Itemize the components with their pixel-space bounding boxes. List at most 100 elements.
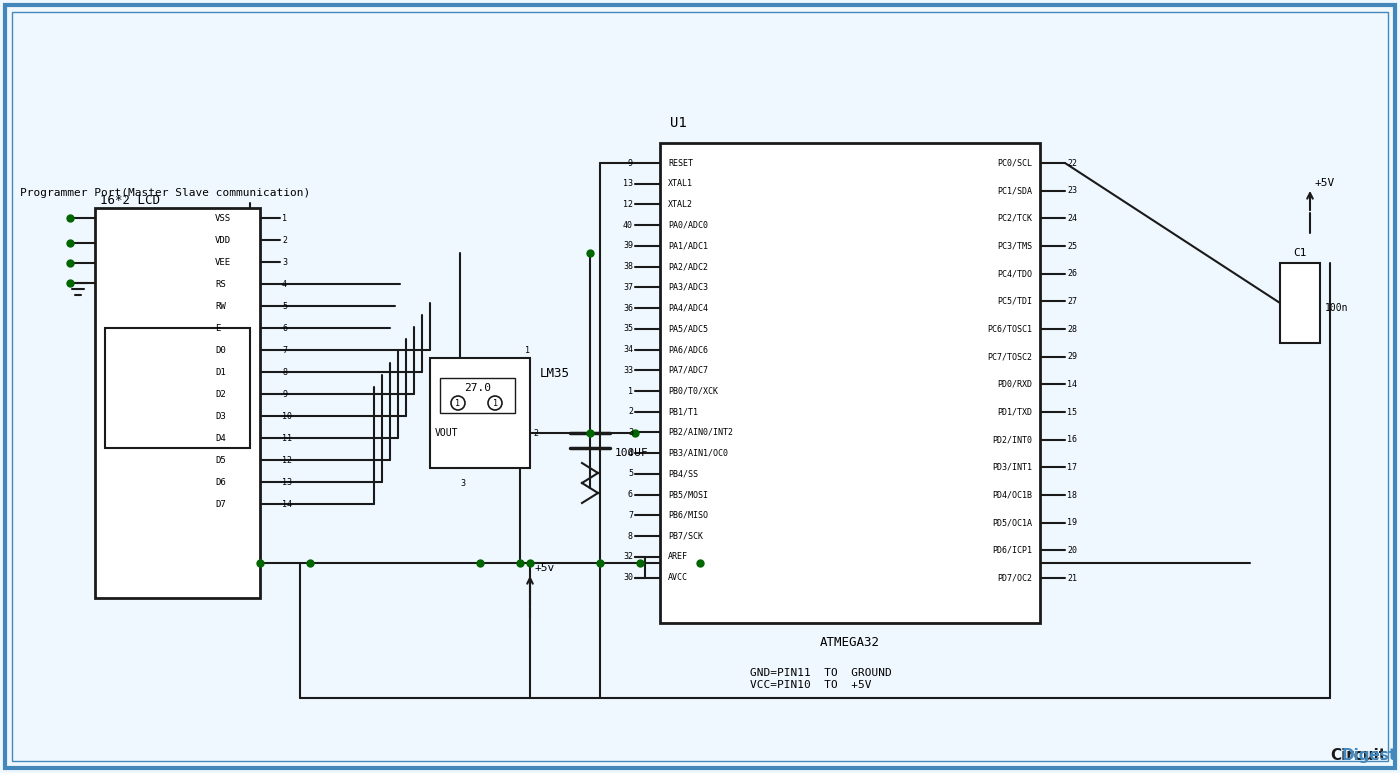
Text: PA0/ADC0: PA0/ADC0	[668, 220, 708, 230]
Text: 27.0: 27.0	[463, 383, 491, 393]
Text: 37: 37	[623, 283, 633, 292]
Text: 18: 18	[1067, 491, 1077, 499]
Text: 33: 33	[623, 366, 633, 375]
Text: 29: 29	[1067, 352, 1077, 361]
Text: 16: 16	[1067, 435, 1077, 444]
Text: D2: D2	[216, 390, 225, 399]
Text: VEE: VEE	[216, 257, 231, 267]
Text: PC6/TOSC1: PC6/TOSC1	[987, 325, 1032, 333]
Text: PB4/SS: PB4/SS	[668, 469, 699, 478]
Text: 100n: 100n	[1324, 303, 1348, 313]
Text: Digest: Digest	[1341, 748, 1397, 763]
Text: D3: D3	[216, 411, 225, 421]
Text: 6: 6	[281, 323, 287, 332]
Text: 1: 1	[493, 399, 497, 407]
Text: +5V: +5V	[1315, 178, 1336, 188]
Text: PC2/TCK: PC2/TCK	[997, 214, 1032, 223]
Text: XTAL2: XTAL2	[668, 200, 693, 209]
Bar	[430, 358, 531, 468]
Text: GND=PIN11  TO  GROUND
VCC=PIN10  TO  +5V: GND=PIN11 TO GROUND VCC=PIN10 TO +5V	[750, 668, 892, 690]
Text: 1: 1	[281, 213, 287, 223]
Text: 4: 4	[629, 448, 633, 458]
Text: 19: 19	[1067, 518, 1077, 527]
Text: PD7/OC2: PD7/OC2	[997, 574, 1032, 583]
Text: 27: 27	[1067, 297, 1077, 306]
Text: PD0/RXD: PD0/RXD	[997, 380, 1032, 389]
Text: PD3/INT1: PD3/INT1	[993, 463, 1032, 472]
Text: PA2/ADC2: PA2/ADC2	[668, 262, 708, 271]
Text: 32: 32	[623, 553, 633, 561]
Text: 10: 10	[281, 411, 293, 421]
Text: 5: 5	[629, 469, 633, 478]
Text: D1: D1	[216, 367, 225, 376]
Text: 2: 2	[533, 428, 538, 438]
Text: PD1/TXD: PD1/TXD	[997, 407, 1032, 417]
Text: E: E	[216, 323, 220, 332]
Text: 25: 25	[1067, 241, 1077, 250]
Text: RW: RW	[216, 301, 225, 311]
Text: RESET: RESET	[668, 158, 693, 168]
Text: 34: 34	[623, 345, 633, 354]
Text: 13: 13	[623, 179, 633, 189]
Text: 38: 38	[623, 262, 633, 271]
Text: D0: D0	[216, 346, 225, 355]
Text: 20: 20	[1067, 546, 1077, 555]
Text: Programmer Port(Master Slave communication): Programmer Port(Master Slave communicati…	[20, 188, 311, 198]
Text: PB7/SCK: PB7/SCK	[668, 532, 703, 540]
Text: 35: 35	[623, 325, 633, 333]
Text: PC1/SDA: PC1/SDA	[997, 186, 1032, 195]
Text: 3: 3	[461, 478, 465, 488]
Text: VSS: VSS	[216, 213, 231, 223]
Text: 11: 11	[281, 434, 293, 442]
Text: XTAL1: XTAL1	[668, 179, 693, 189]
Text: PD5/OC1A: PD5/OC1A	[993, 518, 1032, 527]
Text: 8: 8	[281, 367, 287, 376]
Text: D4: D4	[216, 434, 225, 442]
Text: RS: RS	[216, 280, 225, 288]
Text: AREF: AREF	[668, 553, 687, 561]
Text: 40: 40	[623, 220, 633, 230]
Text: 24: 24	[1067, 214, 1077, 223]
Text: PA6/ADC6: PA6/ADC6	[668, 345, 708, 354]
Bar	[105, 328, 251, 448]
Text: 36: 36	[623, 304, 633, 312]
Text: 7: 7	[629, 511, 633, 520]
Text: 1: 1	[455, 399, 461, 407]
Text: 5: 5	[281, 301, 287, 311]
Text: 1: 1	[525, 346, 531, 355]
Text: 28: 28	[1067, 325, 1077, 333]
Text: 4: 4	[281, 280, 287, 288]
Text: D5: D5	[216, 455, 225, 465]
Text: 21: 21	[1067, 574, 1077, 583]
Text: 12: 12	[623, 200, 633, 209]
Text: U1: U1	[671, 116, 687, 130]
Text: D7: D7	[216, 499, 225, 509]
Text: 14: 14	[1067, 380, 1077, 389]
Text: 15: 15	[1067, 407, 1077, 417]
Text: 3: 3	[629, 428, 633, 437]
Text: 2: 2	[629, 407, 633, 416]
Text: PA5/ADC5: PA5/ADC5	[668, 325, 708, 333]
Text: 6: 6	[629, 490, 633, 499]
Text: PA7/ADC7: PA7/ADC7	[668, 366, 708, 375]
Text: PA1/ADC1: PA1/ADC1	[668, 241, 708, 250]
Text: PB0/T0/XCK: PB0/T0/XCK	[668, 386, 718, 396]
Text: PC5/TDI: PC5/TDI	[997, 297, 1032, 306]
Text: 17: 17	[1067, 463, 1077, 472]
Text: LM35: LM35	[540, 366, 570, 380]
Text: PD4/OC1B: PD4/OC1B	[993, 491, 1032, 499]
Text: Circuit: Circuit	[1330, 748, 1386, 763]
Text: C1: C1	[1294, 248, 1306, 258]
Text: 23: 23	[1067, 186, 1077, 195]
Text: PB2/AIN0/INT2: PB2/AIN0/INT2	[668, 428, 734, 437]
Text: 7: 7	[281, 346, 287, 355]
Bar	[659, 143, 1040, 623]
Text: 26: 26	[1067, 269, 1077, 278]
Text: 2: 2	[281, 236, 287, 244]
Text: PB6/MISO: PB6/MISO	[668, 511, 708, 520]
Text: 16*2 LCD: 16*2 LCD	[99, 193, 160, 206]
Text: 22: 22	[1067, 158, 1077, 168]
Text: 13: 13	[281, 478, 293, 486]
Text: 3: 3	[281, 257, 287, 267]
Text: PC3/TMS: PC3/TMS	[997, 241, 1032, 250]
